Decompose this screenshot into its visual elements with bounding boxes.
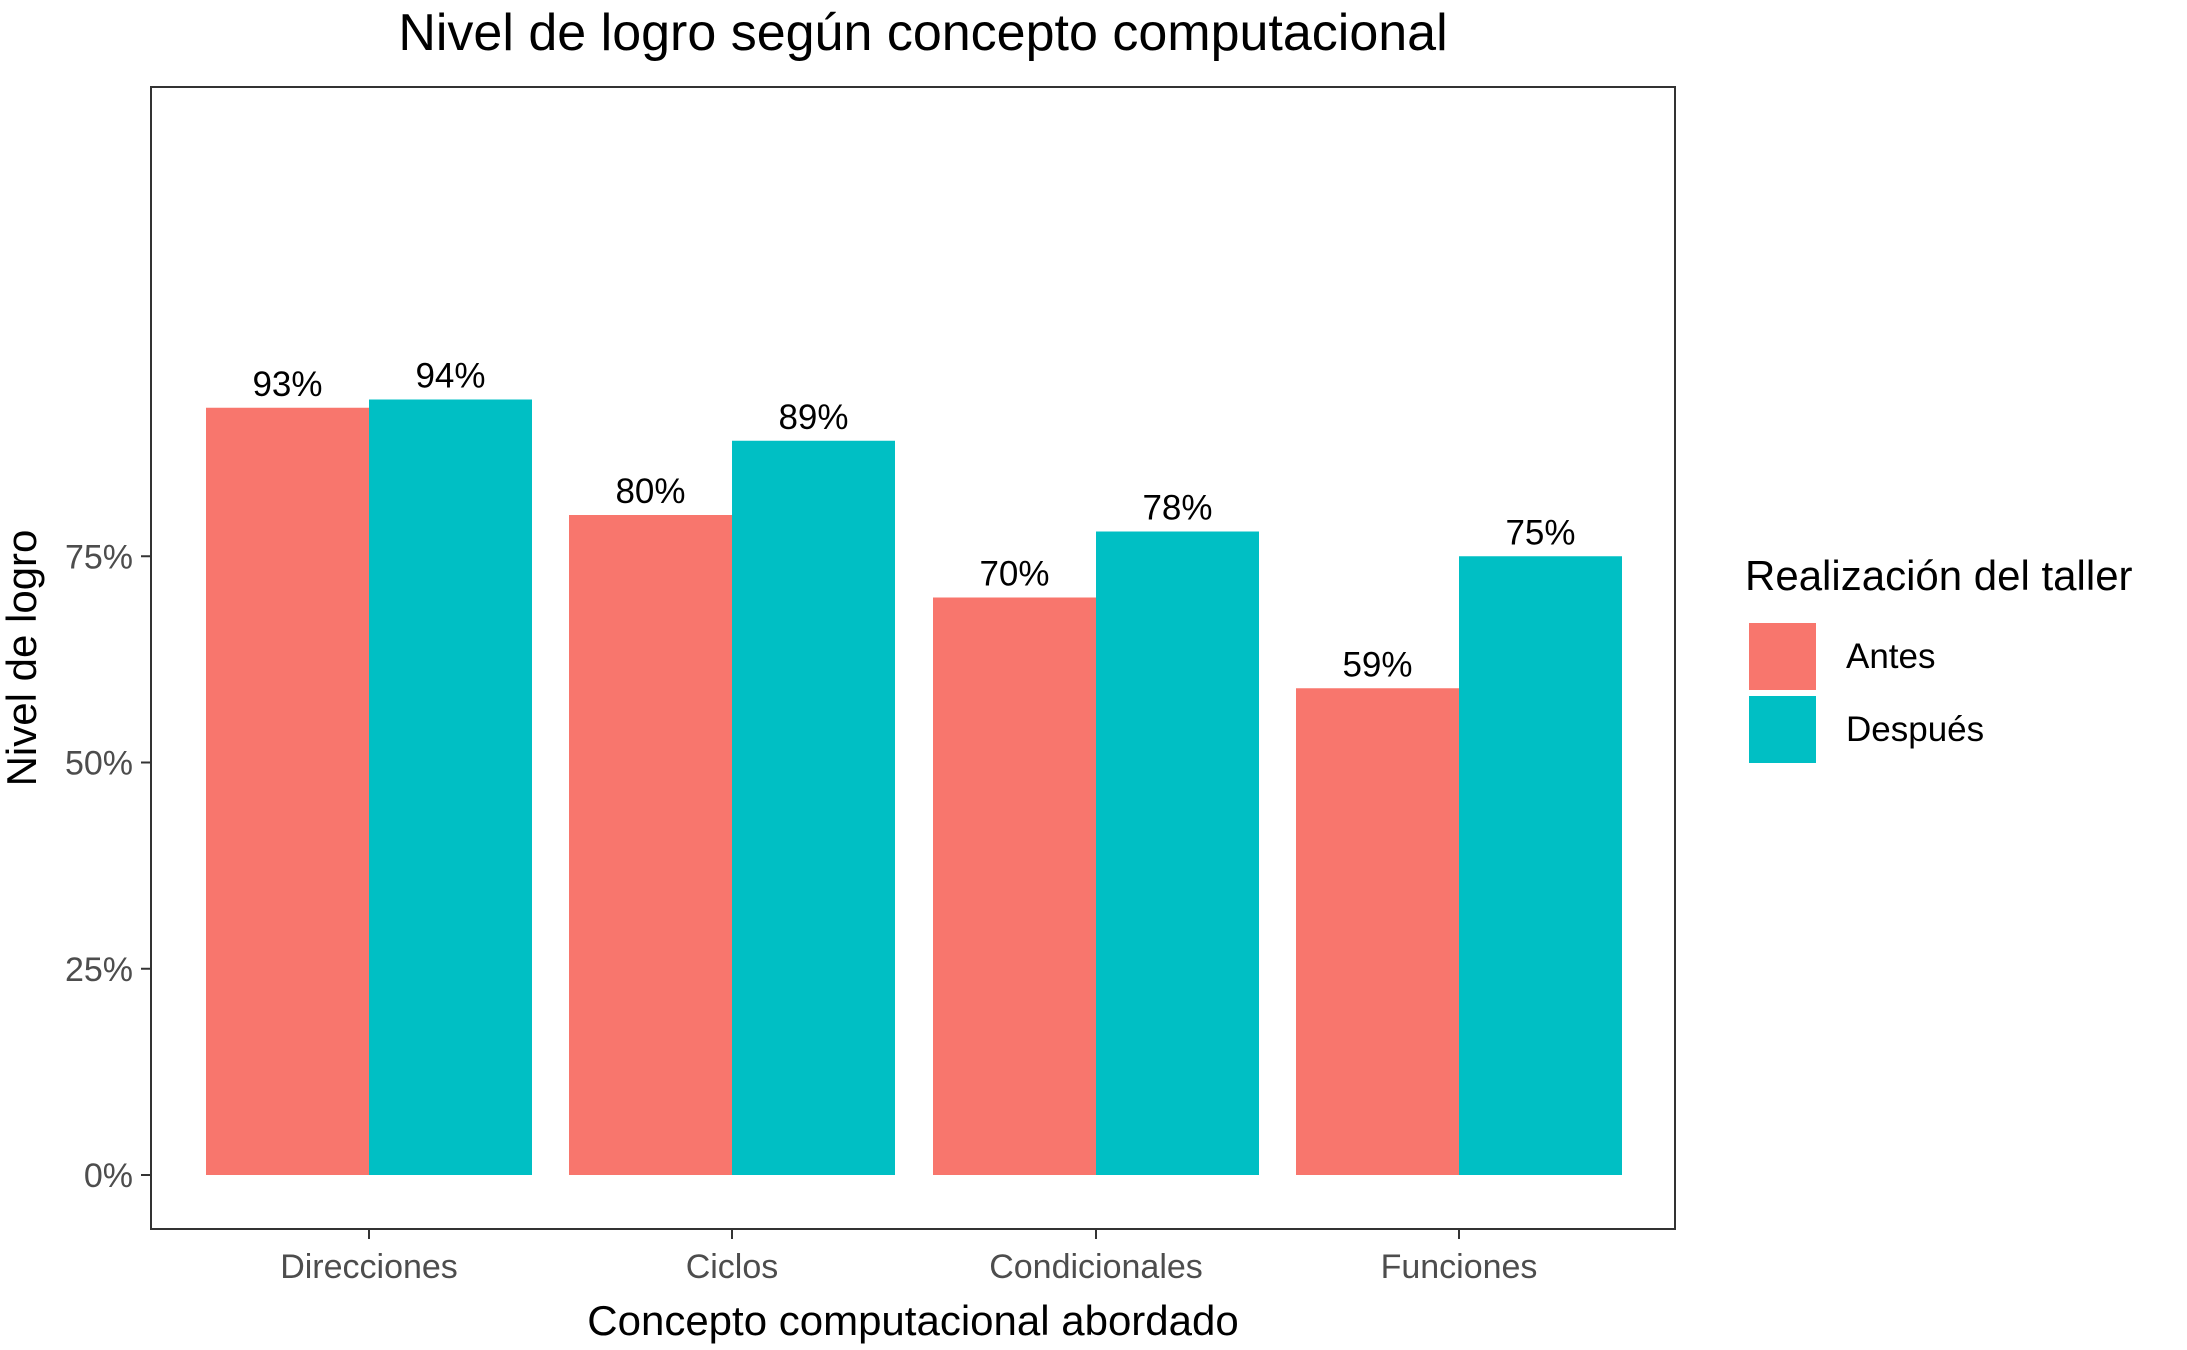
legend: Realización del taller Antes Después [1745,552,2133,763]
bar-antes-condicionales [933,597,1096,1175]
y-tick-label: 0% [84,1157,133,1195]
panel-border [150,86,1676,1230]
y-tick-label: 25% [65,951,133,989]
x-tick-label: Direcciones [280,1248,458,1286]
y-tick-label: 75% [65,538,133,576]
legend-label: Después [1846,710,1984,749]
x-tick-label: Funciones [1381,1248,1538,1286]
bar-despus-funciones [1459,556,1622,1175]
y-tick-label: 50% [65,745,133,783]
bar-value-label: 80% [615,472,685,511]
bar-antes-ciclos [569,515,732,1175]
legend-swatch [1749,696,1816,763]
bar-value-label: 70% [979,555,1049,594]
x-axis-title: Concepto computacional abordado [587,1297,1238,1344]
bar-value-label: 59% [1342,645,1412,684]
bar-value-label: 78% [1142,489,1212,528]
bar-value-label: 93% [252,365,322,404]
legend-title: Realización del taller [1745,552,2133,599]
bar-despus-direcciones [369,399,532,1175]
bar-despus-ciclos [732,440,895,1175]
bar-antes-direcciones [206,407,369,1175]
bar-value-label: 89% [778,398,848,437]
bar-antes-funciones [1296,688,1459,1175]
y-axis-title: Nivel de logro [0,530,45,787]
bar-despus-condicionales [1096,531,1259,1175]
chart-title: Nivel de logro según concepto computacio… [398,4,1447,62]
x-tick-label: Ciclos [686,1248,779,1286]
legend-swatch [1749,623,1816,690]
plot-area: 0% 25% 50% 75% 93% 94% Direcciones 80% 89% Ciclos… [65,357,1622,1286]
legend-label: Antes [1846,637,1936,676]
bar-value-label: 94% [415,357,485,396]
x-tick-label: Condicionales [989,1248,1203,1286]
bar-value-label: 75% [1505,513,1575,552]
